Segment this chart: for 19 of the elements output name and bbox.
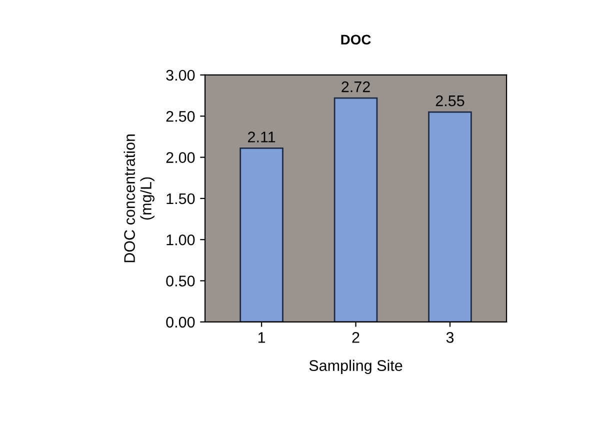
- x-tick-label: 2: [352, 332, 360, 343]
- y-tick-label: 0.50: [166, 276, 195, 286]
- y-tick-label: 0.00: [166, 316, 195, 328]
- y-tick-label: 2.00: [166, 152, 195, 163]
- y-tick-label: 1.00: [166, 234, 195, 246]
- bar: [428, 111, 472, 322]
- data-label: 2.72: [342, 81, 370, 92]
- x-tick-label: 3: [446, 332, 454, 343]
- bar: [334, 97, 378, 322]
- y-axis-title: DOC concentration (mg/L): [124, 134, 154, 262]
- x-tick-label: 1: [258, 332, 266, 343]
- y-tick-label: 3.00: [166, 70, 195, 81]
- bar: [240, 148, 284, 322]
- y-tick-label: 2.50: [166, 111, 195, 122]
- data-label: 2.11: [248, 132, 276, 142]
- data-label: 2.55: [436, 95, 464, 106]
- chart-title: DOC: [341, 34, 371, 45]
- x-axis-title: Sampling Site: [309, 360, 402, 374]
- y-tick-label: 1.50: [166, 193, 195, 204]
